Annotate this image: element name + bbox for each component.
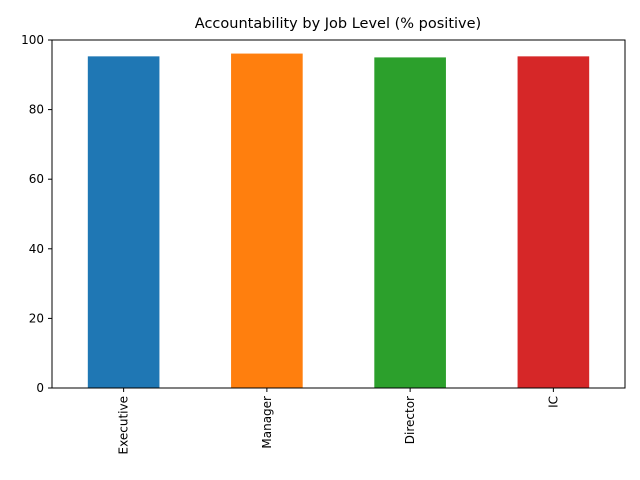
y-tick-label: 100: [21, 33, 44, 47]
x-axis: Executive Manager Director IC: [117, 388, 560, 454]
x-tick-label: Executive: [117, 396, 131, 454]
y-axis: 0 20 40 60 80 100: [21, 33, 52, 395]
y-tick-label: 60: [29, 172, 44, 186]
chart-title: Accountability by Job Level (% positive): [195, 16, 481, 32]
x-tick-label: IC: [546, 396, 560, 408]
bar-executive: [87, 56, 160, 389]
x-tick-label: Director: [403, 396, 417, 444]
x-tick-label: Manager: [260, 396, 274, 449]
bar-ic: [517, 56, 590, 389]
y-tick-label: 20: [29, 311, 44, 325]
bar-manager: [231, 53, 303, 389]
y-tick-label: 80: [29, 103, 44, 117]
bars-group: [87, 53, 590, 389]
y-tick-label: 0: [36, 381, 44, 395]
plot-frame: [51, 39, 626, 389]
y-tick-label: 40: [29, 242, 44, 256]
bar-director: [374, 57, 446, 389]
